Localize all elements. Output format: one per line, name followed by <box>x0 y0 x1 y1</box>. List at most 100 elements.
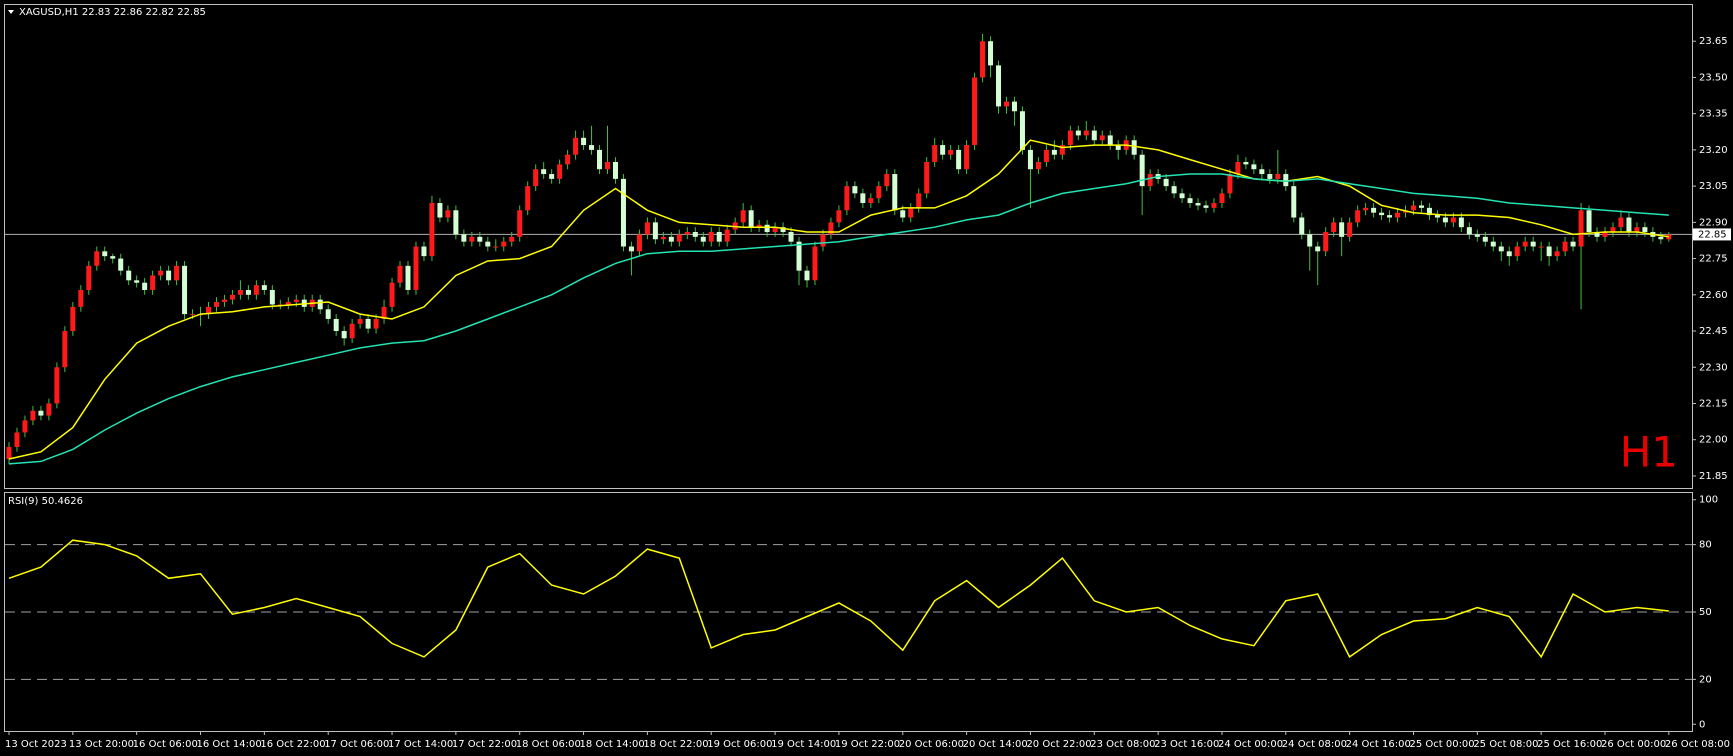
candle-body <box>908 207 914 218</box>
candle-body <box>158 270 164 276</box>
candle-body <box>1642 227 1648 233</box>
candle-body <box>78 289 84 307</box>
candle-body <box>1474 234 1480 237</box>
x-tick-label: 13 Oct 20:00 <box>69 739 134 750</box>
candle-body <box>844 186 850 211</box>
candle-body <box>1107 135 1113 146</box>
candle-body <box>868 198 874 204</box>
candle-body <box>1147 174 1153 187</box>
candle-body <box>1490 241 1496 247</box>
candle-body <box>1610 227 1616 233</box>
candle-body <box>509 236 515 242</box>
x-tick-label: 19 Oct 14:00 <box>771 739 836 750</box>
candle-body <box>1363 207 1369 211</box>
x-tick-label: 17 Oct 06:00 <box>324 739 389 750</box>
candle-body <box>724 229 730 242</box>
candle-body <box>1035 161 1041 170</box>
last-price-label: 22.85 <box>1698 229 1727 240</box>
x-tick-label: 18 Oct 22:00 <box>643 739 708 750</box>
candle-body <box>1355 210 1361 223</box>
candle-body <box>213 302 219 307</box>
candle-body <box>828 222 834 235</box>
candle-body <box>461 234 467 242</box>
y-tick-label: 80 <box>1699 540 1712 551</box>
candle-body <box>533 169 539 187</box>
candle-body <box>1075 130 1081 136</box>
candle-body <box>1203 205 1209 208</box>
candle-body <box>1323 232 1329 252</box>
candle-body <box>708 232 714 242</box>
candle-body <box>62 331 68 368</box>
candle-body <box>1538 246 1544 248</box>
candle-body <box>1163 178 1169 187</box>
candle-body <box>612 161 618 179</box>
candle-body <box>940 145 946 155</box>
candle-body <box>102 251 108 257</box>
candle-body <box>293 299 299 303</box>
candle-body <box>229 294 235 300</box>
candle-body <box>1259 169 1265 175</box>
rsi-line <box>8 539 1669 659</box>
y-tick-label: 21.85 <box>1699 471 1728 482</box>
candle-body <box>557 164 563 179</box>
candle-body <box>636 234 642 252</box>
candle-body <box>1530 241 1536 247</box>
candle-body <box>1219 193 1225 204</box>
y-tick-label: 20 <box>1699 674 1712 685</box>
candle-body <box>684 232 690 235</box>
candle-body <box>748 210 754 228</box>
candle-body <box>1019 111 1025 150</box>
candle-body <box>628 246 634 252</box>
candle-body <box>453 210 459 235</box>
candle-body <box>876 186 882 199</box>
candle-body <box>206 306 211 315</box>
candle-body <box>30 410 36 421</box>
candle-body <box>6 446 12 460</box>
candle-body <box>716 232 722 242</box>
candle-body <box>1051 149 1057 155</box>
candle-body <box>221 299 227 303</box>
candle-body <box>1482 236 1488 242</box>
candle-body <box>573 137 579 155</box>
menu-arrow <box>8 10 14 14</box>
x-tick-label: 25 Oct 16:00 <box>1537 739 1602 750</box>
candle-body <box>1450 217 1456 223</box>
y-tick-label: 22.60 <box>1699 290 1728 301</box>
candle-body <box>1514 246 1520 257</box>
candle-body <box>964 145 970 170</box>
candle-body <box>1211 203 1217 208</box>
candle-body <box>341 331 347 339</box>
candle-body <box>325 309 331 319</box>
candle-body <box>245 289 251 295</box>
candle-body <box>1434 215 1440 218</box>
candle-body <box>1299 217 1305 235</box>
x-tick-label: 26 Oct 08:00 <box>1665 739 1730 750</box>
candle-body <box>589 145 595 150</box>
candle-body <box>86 265 92 290</box>
y-tick-label: 22.00 <box>1699 435 1728 446</box>
candle-body <box>126 270 132 281</box>
candle-body <box>70 306 76 332</box>
candle-body <box>1387 215 1393 218</box>
candle-body <box>1331 222 1337 233</box>
candle-body <box>700 236 706 242</box>
candle-body <box>916 193 922 208</box>
candle-body <box>190 314 196 316</box>
candle-body <box>996 65 1002 107</box>
candle-body <box>1426 207 1432 216</box>
x-tick-label: 18 Oct 06:00 <box>516 739 581 750</box>
candle-body <box>1251 164 1257 170</box>
y-tick-label: 23.65 <box>1699 36 1728 47</box>
candle-body <box>1410 205 1416 211</box>
x-tick-label: 13 Oct 2023 <box>5 739 67 750</box>
candle-body <box>437 203 443 218</box>
candle-body <box>1059 145 1065 155</box>
candle-body <box>1195 203 1201 206</box>
candle-body <box>764 224 770 233</box>
candle-body <box>565 154 571 165</box>
candle-body <box>924 161 930 194</box>
x-tick-label: 26 Oct 00:00 <box>1601 739 1666 750</box>
y-tick-label: 23.05 <box>1699 181 1728 192</box>
candle-body <box>365 318 371 329</box>
